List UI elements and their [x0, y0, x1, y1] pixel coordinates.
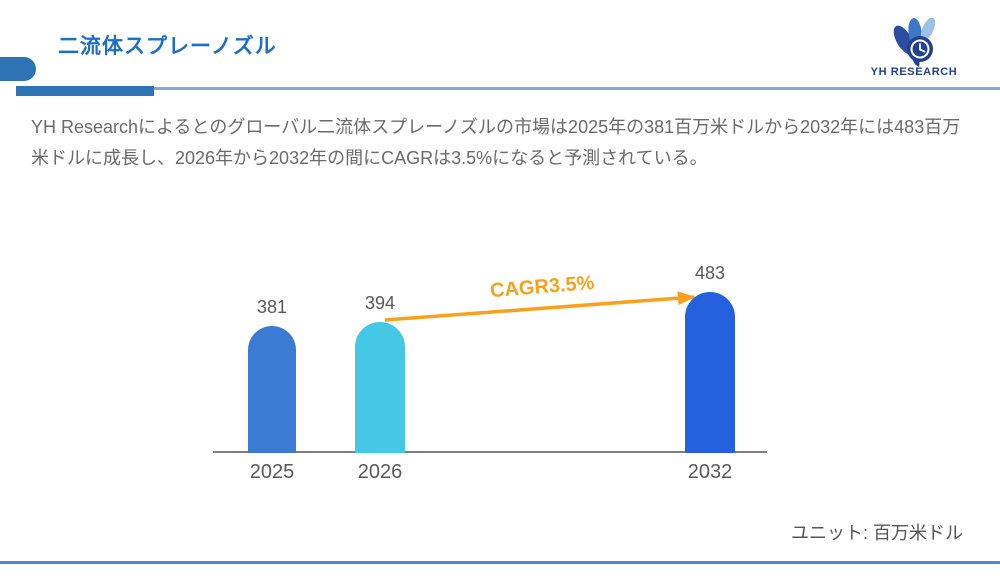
header-accent-bar [16, 86, 154, 96]
value-label-2032: 483 [694, 263, 726, 283]
market-summary-text: YH Researchによるとのグローバル二流体スプレーノズルの市場は2025年… [31, 117, 961, 168]
unit-label: ユニット: 百万米ドル [790, 523, 963, 543]
cagr-annotation: CAGR3.5% [489, 271, 596, 303]
yh-research-logo-icon [893, 18, 936, 67]
bar-2026 [355, 322, 405, 453]
value-label-2026: 394 [364, 293, 396, 313]
yh-research-logo-text: YH RESEARCH [870, 66, 958, 78]
page-title: 二流体スプレーノズル [58, 35, 277, 58]
value-label-2025: 381 [256, 297, 288, 317]
cagr-arrow-line [384, 291, 696, 322]
bar-2025 [248, 326, 296, 453]
x-axis-line [213, 451, 767, 453]
footer-divider-line [0, 561, 1000, 564]
category-label-2025: 2025 [249, 461, 295, 483]
header-divider-line [154, 87, 1000, 90]
category-label-2026: 2026 [357, 461, 403, 483]
category-label-2032: 2032 [687, 461, 733, 483]
header-accent-pill [0, 57, 36, 81]
bar-2032 [685, 292, 735, 453]
